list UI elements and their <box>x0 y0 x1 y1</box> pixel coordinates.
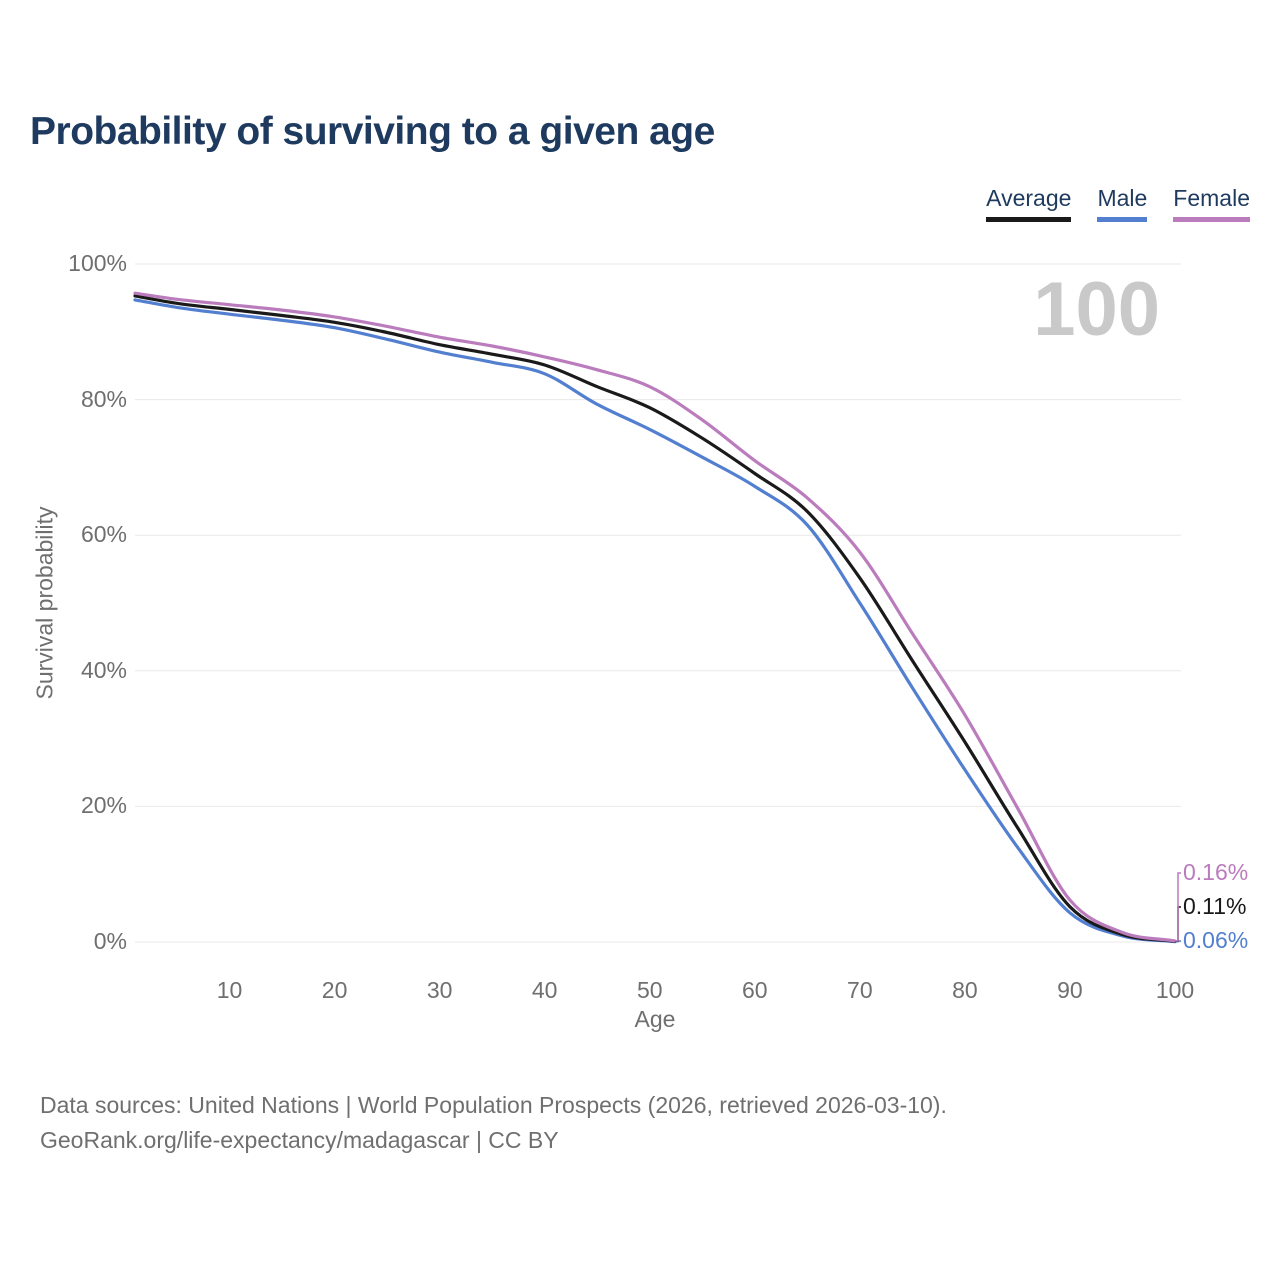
x-tick-label: 100 <box>1155 977 1195 1003</box>
x-tick-label: 80 <box>952 977 978 1003</box>
page-title: Probability of surviving to a given age <box>30 110 715 153</box>
end-label-female: 0.16% <box>1183 859 1249 885</box>
y-tick-label: 80% <box>80 385 127 412</box>
legend-average[interactable]: Average <box>986 185 1072 223</box>
end-label-connector-female <box>1175 872 1181 942</box>
series-line-female <box>133 291 1177 943</box>
legend-female[interactable]: Female <box>1173 185 1250 223</box>
legend: Average Male Female <box>986 185 1250 223</box>
y-tick-label: 0% <box>93 928 127 954</box>
data-source-line1: Data sources: United Nations | World Pop… <box>40 1092 947 1118</box>
series-line-average <box>133 294 1177 943</box>
x-axis-title: Age <box>634 1006 676 1032</box>
series-line-male <box>133 298 1177 944</box>
age-counter-watermark: 100 <box>1033 267 1160 352</box>
x-tick-label: 30 <box>426 977 453 1003</box>
x-tick-label: 70 <box>847 977 873 1003</box>
end-label-male: 0.06% <box>1183 927 1249 953</box>
data-source-line2: GeoRank.org/life-expectancy/madagascar |… <box>40 1127 559 1153</box>
x-tick-label: 50 <box>636 977 663 1003</box>
y-tick-label: 20% <box>80 792 127 819</box>
x-tick-label: 10 <box>216 977 243 1003</box>
end-label-average: 0.11% <box>1183 893 1247 919</box>
x-tick-label: 20 <box>321 977 348 1003</box>
y-tick-label: 100% <box>68 250 127 276</box>
legend-male[interactable]: Male <box>1097 185 1148 223</box>
y-tick-label: 40% <box>80 656 127 683</box>
x-tick-label: 60 <box>742 977 768 1003</box>
x-tick-label: 40 <box>531 977 558 1003</box>
x-tick-label: 90 <box>1057 977 1083 1003</box>
y-tick-label: 60% <box>80 521 127 548</box>
